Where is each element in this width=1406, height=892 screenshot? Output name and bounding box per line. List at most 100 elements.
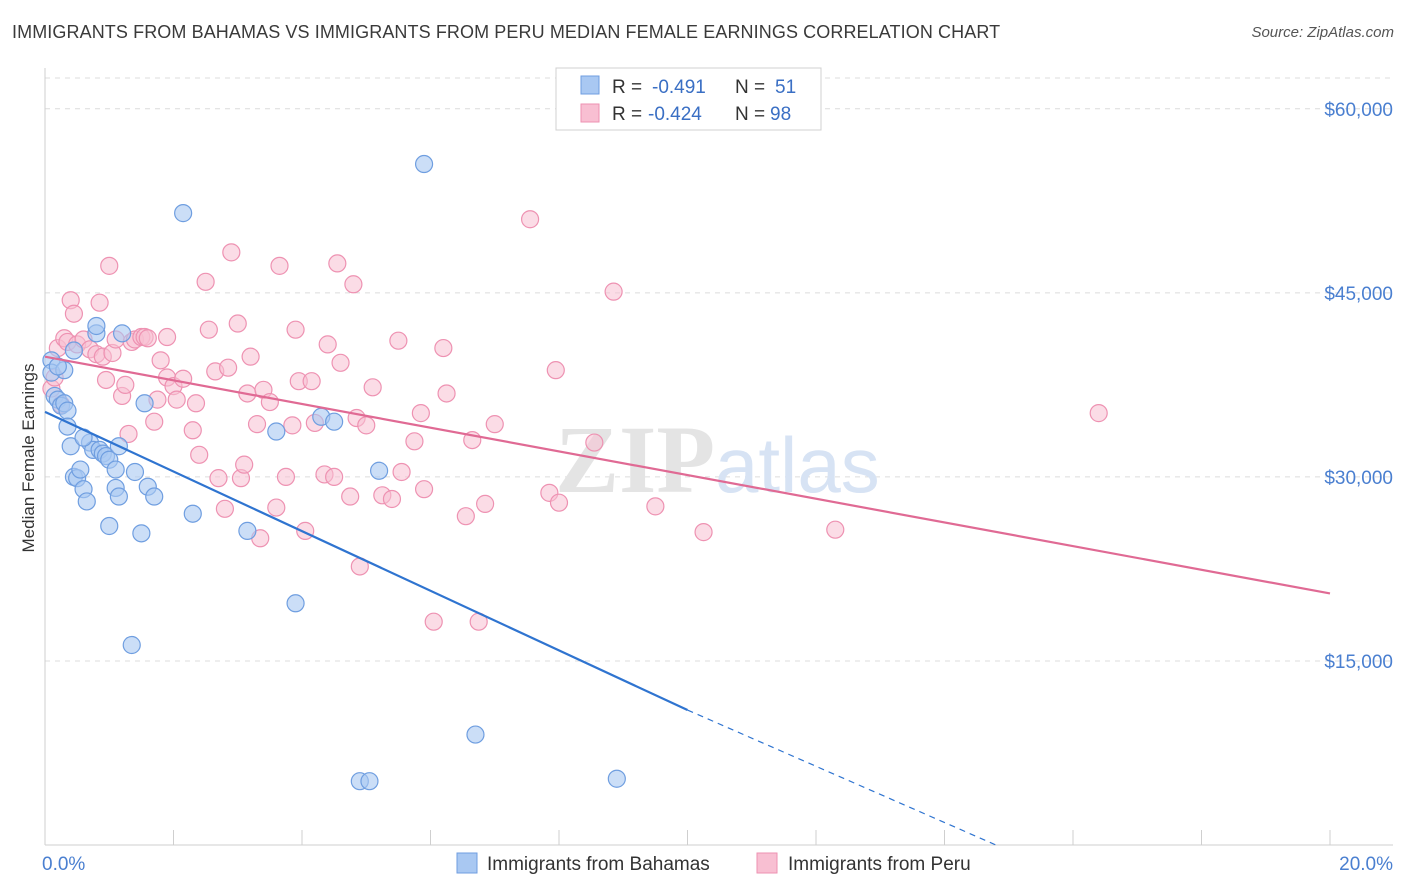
y-tick-label: $45,000	[1324, 284, 1393, 305]
x-tick-label: 20.0%	[1339, 854, 1393, 875]
bahamas-point	[174, 204, 193, 223]
bahamas-point	[58, 401, 77, 420]
peru-point	[215, 499, 234, 518]
y-axis-label: Median Female Earnings	[19, 364, 38, 553]
peru-point	[646, 497, 665, 516]
bottom-legend-label-peru: Immigrants from Peru	[788, 854, 971, 875]
peru-point	[228, 314, 247, 333]
peru-point	[520, 210, 540, 229]
peru-point	[167, 390, 186, 409]
peru-point	[826, 520, 845, 539]
peru-point	[456, 507, 475, 526]
peru-point	[196, 272, 215, 291]
bahamas-point	[132, 524, 151, 543]
peru-trendline	[44, 355, 1331, 595]
y-tick-label: $60,000	[1324, 100, 1393, 121]
peru-point	[392, 462, 411, 482]
legend-swatch-bahamas	[580, 75, 600, 95]
peru-point	[174, 369, 193, 388]
peru-point	[241, 347, 260, 366]
y-tick-label: $15,000	[1324, 652, 1393, 673]
peru-point	[270, 256, 289, 275]
peru-point	[405, 432, 424, 451]
peru-point	[267, 498, 286, 517]
peru-point	[549, 493, 569, 512]
peru-point	[64, 304, 84, 323]
peru-point	[157, 327, 177, 347]
peru-point	[382, 489, 402, 509]
bahamas-point	[370, 461, 389, 480]
peru-point	[485, 415, 504, 434]
bottom-legend-label-bahamas: Immigrants from Bahamas	[487, 854, 710, 875]
peru-point	[186, 394, 206, 413]
peru-point	[276, 467, 296, 487]
peru-point	[283, 416, 302, 435]
bahamas-trendline	[44, 410, 688, 712]
y-tick-label: $30,000	[1324, 468, 1393, 489]
bahamas-point	[325, 412, 344, 431]
bahamas-point	[414, 154, 434, 174]
peru-point	[1089, 404, 1108, 423]
peru-point	[302, 372, 321, 391]
bottom-legend: Immigrants from Bahamas Immigrants from …	[456, 852, 971, 875]
legend-r-value-bahamas: -0.491	[652, 77, 706, 98]
peru-point	[90, 293, 109, 312]
peru-point	[209, 469, 228, 488]
bahamas-point	[61, 437, 80, 456]
peru-point	[151, 351, 170, 370]
peru-point	[363, 378, 382, 397]
trend-layer	[44, 355, 1331, 846]
chart-title: IMMIGRANTS FROM BAHAMAS VS IMMIGRANTS FR…	[12, 22, 1001, 42]
peru-point	[145, 412, 164, 431]
peru-point	[235, 455, 254, 474]
peru-point	[331, 353, 350, 372]
peru-point	[476, 494, 495, 513]
peru-point	[100, 256, 119, 275]
peru-point	[318, 335, 337, 354]
peru-point	[286, 320, 305, 339]
peru-point	[357, 416, 376, 435]
peru-point	[604, 282, 623, 301]
legend-r-label-bahamas: R =	[612, 77, 642, 98]
legend-n-value-bahamas: 51	[775, 77, 796, 98]
legend-r-label-peru: R =	[612, 104, 642, 125]
peru-point	[411, 404, 430, 423]
bahamas-trendline-extension	[687, 709, 997, 846]
bahamas-point	[607, 769, 626, 788]
bahamas-point	[183, 504, 202, 523]
bahamas-point	[112, 324, 132, 343]
peru-points	[42, 210, 1108, 631]
peru-point	[183, 421, 202, 440]
bahamas-point	[125, 462, 145, 482]
bahamas-point	[360, 772, 379, 791]
bahamas-point	[122, 635, 141, 655]
peru-point	[247, 415, 267, 434]
peru-point	[219, 358, 238, 377]
legend: R = -0.491 N = 51 R = -0.424 N = 98	[555, 67, 822, 131]
bahamas-point	[100, 516, 119, 536]
bahamas-point	[238, 521, 257, 540]
chart-source: Source: ZipAtlas.com	[1251, 24, 1394, 41]
bahamas-point	[64, 341, 84, 360]
bahamas-point	[145, 487, 164, 506]
bahamas-point	[267, 422, 286, 441]
legend-r-value-peru: -0.424	[648, 104, 702, 125]
axis-layer: $15,000 $30,000 $45,000 $60,000 0.0% 20.0%	[42, 68, 1393, 875]
peru-point	[424, 612, 443, 631]
bahamas-point	[71, 460, 90, 479]
peru-point	[437, 384, 456, 403]
watermark-zip: ZIP	[555, 406, 715, 513]
bahamas-point	[466, 725, 485, 744]
legend-n-label-peru: N =	[735, 104, 765, 125]
peru-point	[341, 487, 360, 506]
peru-point	[694, 523, 713, 542]
peru-point	[434, 338, 453, 358]
peru-point	[116, 375, 135, 394]
bottom-legend-swatch-bahamas	[456, 852, 478, 874]
bottom-legend-swatch-peru	[756, 852, 778, 874]
peru-point	[585, 433, 604, 452]
peru-point	[546, 361, 565, 380]
peru-point	[389, 331, 408, 350]
bahamas-point	[286, 594, 305, 613]
